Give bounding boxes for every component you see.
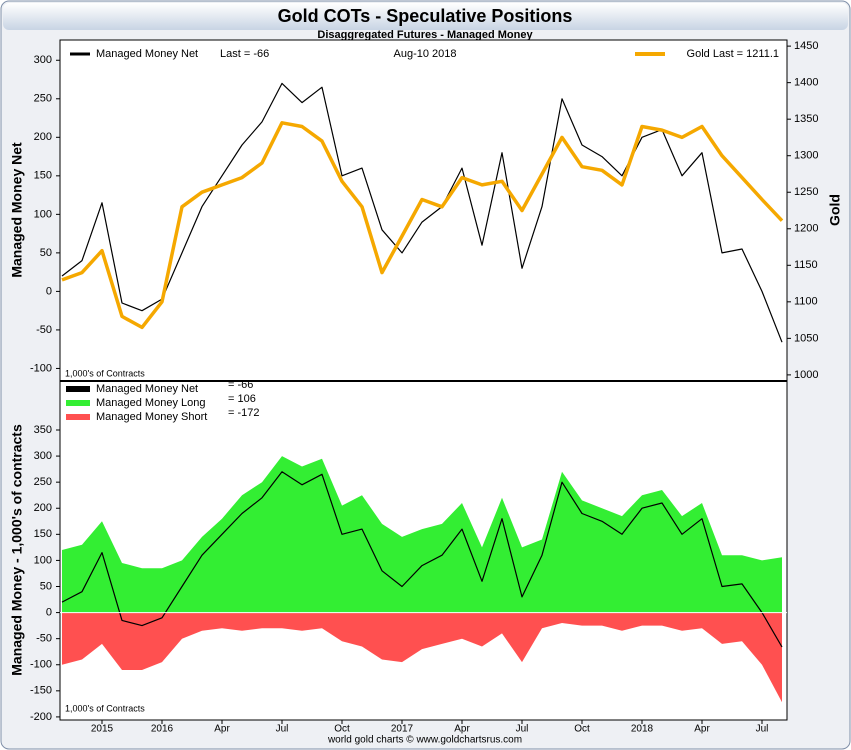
units-note: 1,000's of Contracts xyxy=(65,703,145,713)
x-tick-label: Oct xyxy=(574,724,590,735)
x-tick-label: 2017 xyxy=(391,724,414,735)
y-tick-label: -150 xyxy=(30,685,52,697)
y2-tick-label: 1350 xyxy=(794,113,818,125)
title-bar xyxy=(3,3,848,30)
footer: world gold charts © www.goldchartsrus.co… xyxy=(327,735,522,746)
x-tick-label: Oct xyxy=(334,724,350,735)
legend-last: Gold Last = 1211.1 xyxy=(687,48,779,60)
date-label: Aug-10 2018 xyxy=(394,48,457,60)
y-tick-label: 100 xyxy=(34,208,52,220)
units-note: 1,000's of Contracts xyxy=(65,368,145,378)
line xyxy=(61,471,783,648)
x-tick-label: Jul xyxy=(756,724,769,735)
y2-tick-label: 1100 xyxy=(794,296,818,308)
y-tick-label: 250 xyxy=(34,476,52,488)
y-tick-label: 200 xyxy=(34,131,52,143)
y-tick-label: 150 xyxy=(34,528,52,540)
x-tick-label: Apr xyxy=(694,724,710,735)
legend-swatch xyxy=(66,386,90,392)
y2-tick-label: 1450 xyxy=(794,40,818,52)
y-tick-label: 250 xyxy=(34,93,52,105)
x-tick-label: 2018 xyxy=(631,724,654,735)
y-tick-label: -100 xyxy=(30,362,52,374)
y-tick-label: 300 xyxy=(34,54,52,66)
subtitle: Disaggregated Futures - Managed Money xyxy=(317,29,533,41)
legend-last: Last = -66 xyxy=(220,48,269,60)
legend-last: = -172 xyxy=(228,407,260,419)
legend-swatch xyxy=(66,414,90,420)
y2-tick-label: 1400 xyxy=(794,77,818,89)
y2-tick-label: 1250 xyxy=(794,186,818,198)
y-tick-label: 150 xyxy=(34,170,52,182)
x-tick-label: 2015 xyxy=(91,724,114,735)
area xyxy=(62,456,782,613)
y-axis-label: Managed Money Net xyxy=(9,142,25,278)
y-tick-label: 50 xyxy=(40,247,52,259)
y-tick-label: 200 xyxy=(34,502,52,514)
x-tick-label: Apr xyxy=(454,724,470,735)
y-tick-label: -200 xyxy=(30,711,52,723)
y-tick-label: -50 xyxy=(36,633,52,645)
y-axis-label: Managed Money - 1,000's of contracts xyxy=(9,424,25,676)
legend-label: Managed Money Long xyxy=(96,397,205,409)
line xyxy=(61,121,784,330)
y-tick-label: 50 xyxy=(40,580,52,592)
legend-swatch xyxy=(66,400,90,406)
y-tick-label: -50 xyxy=(36,324,52,336)
y-tick-label: 300 xyxy=(34,450,52,462)
y2-tick-label: 1050 xyxy=(794,332,818,344)
y-tick-label: 0 xyxy=(46,285,52,297)
y-tick-label: 100 xyxy=(34,554,52,566)
y2-tick-label: 1000 xyxy=(794,369,818,381)
area xyxy=(62,612,782,703)
y2-axis-label: Gold xyxy=(827,194,843,226)
x-tick-label: Jul xyxy=(516,724,529,735)
y-tick-label: -100 xyxy=(30,659,52,671)
legend-label: Managed Money Net xyxy=(96,383,198,395)
chart-title: Gold COTs - Speculative Positions xyxy=(278,6,573,26)
y-tick-label: 350 xyxy=(34,424,52,436)
y2-tick-label: 1150 xyxy=(794,259,818,271)
x-tick-label: Apr xyxy=(214,724,230,735)
legend-label: Managed Money Net xyxy=(96,48,198,60)
legend-last: = -66 xyxy=(228,379,253,391)
x-tick-label: Jul xyxy=(276,724,289,735)
y2-tick-label: 1200 xyxy=(794,223,818,235)
y-tick-label: 0 xyxy=(46,606,52,618)
x-tick-label: 2016 xyxy=(151,724,174,735)
legend-last: = 106 xyxy=(228,393,256,405)
legend-label: Managed Money Short xyxy=(96,411,207,423)
y2-tick-label: 1300 xyxy=(794,150,818,162)
